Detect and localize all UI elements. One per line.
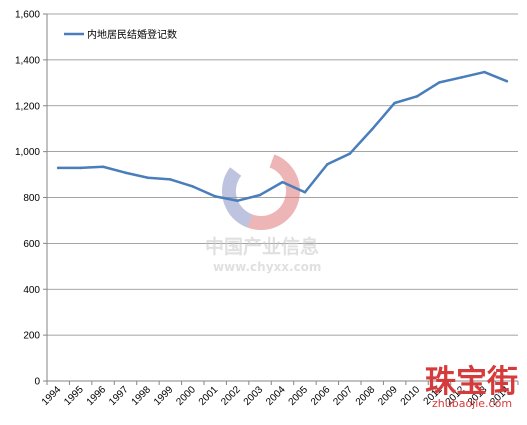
x-tick-label: 2001 <box>197 384 221 408</box>
x-tick-label: 1998 <box>130 384 154 408</box>
data-point <box>281 180 284 184</box>
x-tick-label: 1999 <box>152 384 176 408</box>
y-tick-label: 1,000 <box>15 147 40 158</box>
y-tick-label: 1,200 <box>15 101 40 112</box>
data-point <box>505 79 509 83</box>
x-tick-label: 1996 <box>85 384 109 408</box>
data-point <box>146 176 150 180</box>
data-point <box>191 185 195 188</box>
y-tick-label: 0 <box>34 377 40 388</box>
data-point <box>348 152 352 155</box>
x-tick-label: 1995 <box>62 384 86 408</box>
x-tick-label: 2003 <box>242 384 266 408</box>
series-group <box>56 70 509 203</box>
watermark-name: 中国产业信息 <box>205 235 319 258</box>
data-point <box>438 81 441 84</box>
legend: 内地居民结婚登记数 <box>64 28 177 41</box>
data-point <box>258 193 262 197</box>
data-point <box>236 199 239 203</box>
data-point <box>79 166 82 170</box>
watermark-logo-ring-inner <box>222 152 300 230</box>
gridlines <box>47 13 518 336</box>
data-point <box>124 171 127 175</box>
legend-label: 内地居民结婚登记数 <box>87 28 177 41</box>
x-tick-label: 2004 <box>264 384 288 408</box>
data-point <box>56 166 60 170</box>
y-tick-label: 200 <box>23 331 40 342</box>
y-tick-label: 1,600 <box>15 10 40 21</box>
x-tick-label: 2005 <box>287 384 311 408</box>
x-tick-label: 2009 <box>376 384 400 408</box>
stamp-subtext: zhubaojie.com <box>432 397 512 410</box>
stamp: 珠宝街 zhubaojie.com <box>425 364 518 410</box>
x-tick-label: 1994 <box>40 384 64 408</box>
data-point <box>213 195 217 198</box>
y-tick-label: 1,400 <box>15 55 40 66</box>
x-tick-label: 2000 <box>174 384 198 408</box>
x-tick-label: 2007 <box>331 384 355 408</box>
data-point <box>483 70 486 74</box>
data-point <box>415 95 419 98</box>
data-point <box>169 178 172 181</box>
watermark-url: www.chyxx.com <box>213 260 321 274</box>
y-tick-label: 800 <box>23 193 40 204</box>
y-tick-label: 600 <box>23 239 40 250</box>
y-tick-label: 400 <box>23 285 40 296</box>
x-tick-label: 1997 <box>107 384 131 408</box>
data-point <box>460 76 464 79</box>
data-point <box>303 190 307 194</box>
x-tick-label: 2002 <box>219 384 243 408</box>
x-tick-label: 2006 <box>309 384 333 408</box>
stamp-text: 珠宝街 <box>425 364 518 400</box>
data-point <box>370 127 374 131</box>
data-point <box>393 101 396 105</box>
watermark: 中国产业信息 www.chyxx.com <box>205 152 321 274</box>
x-tick-label: 2008 <box>354 384 378 408</box>
data-point <box>101 165 105 169</box>
y-axis-ticks: 0 200 400 600 800 1,000 1,200 1,400 1,600 <box>15 10 47 388</box>
data-point <box>326 162 329 166</box>
x-tick-label: 2010 <box>399 384 423 408</box>
